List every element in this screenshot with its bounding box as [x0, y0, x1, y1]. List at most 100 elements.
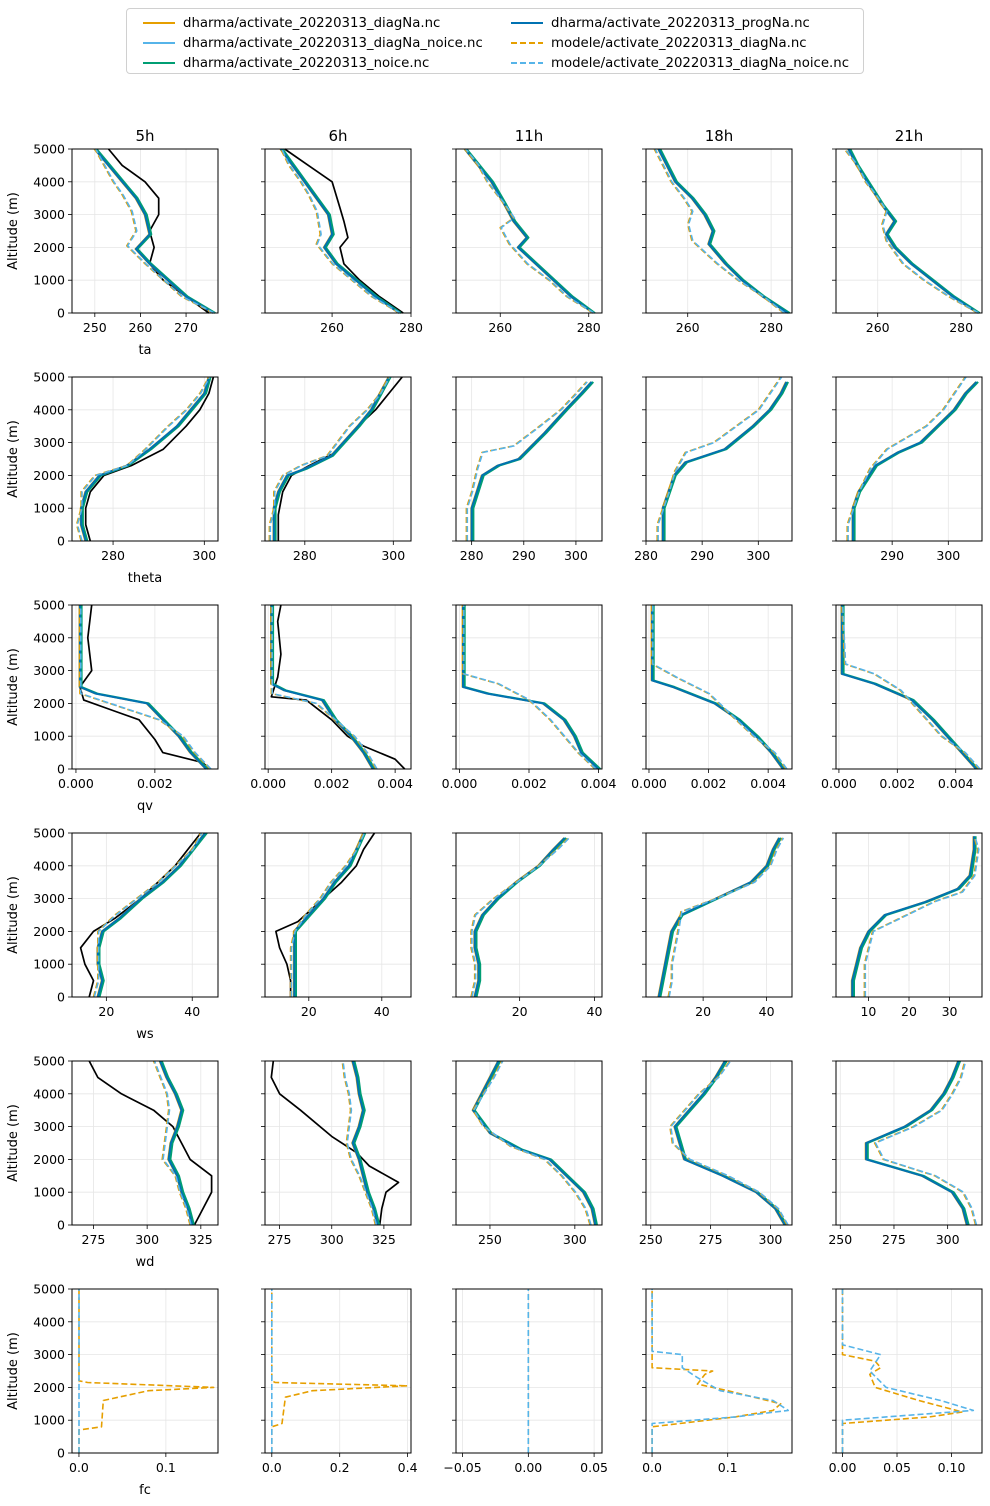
series-dharma-noice	[274, 376, 392, 541]
series-dharma-diagNa-noice	[94, 148, 215, 314]
series-dharma-progNa	[272, 376, 390, 541]
y-tick-label: 0	[57, 1218, 65, 1233]
axes-frame	[835, 148, 983, 314]
series-dharma-noice	[272, 605, 376, 770]
series-observation	[79, 604, 211, 770]
series-dharma-progNa	[96, 832, 206, 998]
y-tick-label: 1000	[33, 273, 65, 288]
series-dharma-diagNa	[93, 148, 214, 314]
legend-box: dharma/activate_20220313_diagNa.nc dharma…	[126, 8, 864, 74]
y-tick-label: 0	[57, 534, 65, 549]
y-axis-label: Altitude (m)	[6, 420, 21, 498]
x-tick-label: 30	[942, 1004, 958, 1019]
axes-frame	[264, 148, 412, 314]
x-tick-label: 260	[866, 320, 890, 335]
x-tick-label: 300	[746, 548, 770, 563]
series-modele-diagNa-noice	[668, 837, 785, 998]
series-dharma-diagNa	[864, 1060, 968, 1226]
series-dharma-noice	[472, 381, 595, 541]
series-dharma-diagNa	[657, 148, 788, 314]
legend-swatch	[143, 62, 175, 64]
series-modele-diagNa-noice	[280, 148, 401, 314]
series-dharma-noice	[353, 1060, 381, 1226]
y-axis-label: Altitude (m)	[6, 876, 21, 954]
legend-label: dharma/activate_20220313_noice.nc	[183, 55, 430, 71]
y-tick-label: 1000	[33, 501, 65, 516]
y-tick-label: 4000	[33, 174, 65, 189]
series-dharma-diagNa	[847, 148, 978, 314]
panel-wd-5h: 0 1000 2000 3000 4000 5000 275 300 325 wd Altitude…	[6, 1054, 219, 1270]
y-tick-label: 2000	[33, 1152, 65, 1167]
axes-frame	[645, 148, 793, 314]
x-tick-label: 280	[101, 548, 125, 563]
x-tick-label: 0.002	[879, 776, 915, 791]
axes-frame	[455, 832, 603, 998]
series-modele-diagNa	[846, 376, 966, 541]
series-dharma-diagNa-noice	[273, 376, 391, 541]
panel-ws-5h: 0 1000 2000 3000 4000 5000 20 40 ws Altitude (m)	[6, 826, 219, 1042]
series-modele-diagNa	[268, 376, 390, 541]
series-dharma-diagNa	[657, 837, 780, 998]
x-tick-label: 0.004	[581, 776, 617, 791]
legend-label: dharma/activate_20220313_diagNa_noice.nc	[183, 35, 483, 51]
x-tick-label: 0.05	[580, 1460, 608, 1475]
series-modele-diagNa-noice	[95, 148, 215, 314]
series-dharma-diagNa-noice	[658, 148, 790, 314]
series-observation	[79, 832, 202, 998]
x-tick-label: 0.000	[631, 776, 667, 791]
series-dharma-diagNa-noice	[160, 1060, 194, 1226]
y-tick-label: 4000	[33, 630, 65, 645]
panel-fc-11h: −0.05 0.00 0.05	[443, 1288, 608, 1475]
y-tick-label: 1000	[33, 1185, 65, 1200]
legend-swatch	[143, 22, 175, 24]
series-modele-diagNa-noice	[271, 605, 378, 770]
x-tick-label: 0.1	[718, 1460, 738, 1475]
panel-ta-6h: 260 280 6h	[261, 127, 423, 335]
series-dharma-progNa	[462, 605, 600, 770]
series-dharma-diagNa-noice	[852, 836, 976, 997]
series-modele-diagNa	[651, 1289, 782, 1453]
y-tick-label: 3000	[33, 207, 65, 222]
series-dharma-diagNa-noice	[79, 605, 208, 770]
x-tick-label: 10	[860, 1004, 876, 1019]
x-tick-label: 0.10	[938, 1460, 966, 1475]
series-dharma-diagNa-noice	[662, 381, 788, 541]
series-observation	[84, 376, 215, 542]
y-tick-label: 2000	[33, 924, 65, 939]
series-dharma-diagNa-noice	[866, 1060, 969, 1226]
axes-frame	[455, 1060, 603, 1226]
y-tick-label: 0	[57, 1446, 65, 1461]
series-dharma-noice	[281, 148, 402, 314]
series-dharma-diagNa	[471, 1060, 596, 1226]
panel-ta-11h: 260 280 11h	[452, 127, 603, 335]
legend-swatch	[511, 42, 543, 44]
legend-entry: modele/activate_20220313_diagNa_noice.nc	[511, 53, 849, 73]
x-tick-label: 300	[381, 548, 405, 563]
x-tick-label: 260	[676, 320, 700, 335]
column-title: 6h	[328, 127, 347, 145]
panel-qv-21h: 0.000 0.002 0.004	[821, 604, 983, 791]
series-dharma-noice	[465, 148, 596, 314]
axes-frame	[455, 604, 603, 770]
axes-frame	[71, 148, 219, 314]
series-dharma-progNa	[472, 1060, 597, 1226]
series-dharma-progNa	[470, 381, 593, 541]
series-dharma-noice	[295, 832, 367, 997]
series-dharma-noice	[98, 832, 208, 998]
series-dharma-progNa	[270, 605, 374, 770]
x-tick-label: 280	[634, 548, 658, 563]
x-tick-label: 260	[488, 320, 512, 335]
series-modele-diagNa-noice	[657, 376, 783, 541]
series-dharma-progNa	[293, 832, 365, 997]
series-dharma-diagNa-noice	[658, 837, 781, 998]
axes-frame	[264, 376, 412, 542]
series-observation	[277, 376, 403, 541]
x-tick-label: 280	[399, 320, 423, 335]
y-tick-label: 1000	[33, 957, 65, 972]
panel-qv-5h: 0 1000 2000 3000 4000 5000 0.000 0.002 qv Altitud…	[6, 598, 219, 814]
series-observation	[107, 148, 210, 314]
series-dharma-progNa	[840, 605, 977, 770]
panel-ws-21h: 10 20 30	[832, 832, 983, 1019]
series-modele-diagNa-noice	[93, 832, 203, 998]
x-tick-label: 0.0	[262, 1460, 282, 1475]
